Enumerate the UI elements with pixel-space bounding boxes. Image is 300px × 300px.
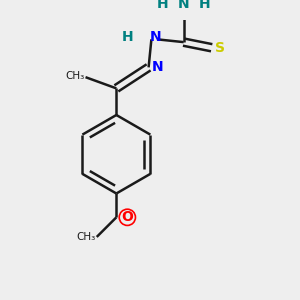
Text: N: N <box>178 0 189 11</box>
Text: N: N <box>150 29 162 44</box>
Text: H: H <box>122 29 133 44</box>
Text: H: H <box>199 0 211 11</box>
Text: CH₃: CH₃ <box>65 71 84 81</box>
Text: S: S <box>215 41 225 55</box>
Text: N: N <box>152 60 164 74</box>
Text: CH₃: CH₃ <box>76 232 95 242</box>
Text: H: H <box>157 0 168 11</box>
Text: O: O <box>122 210 133 224</box>
